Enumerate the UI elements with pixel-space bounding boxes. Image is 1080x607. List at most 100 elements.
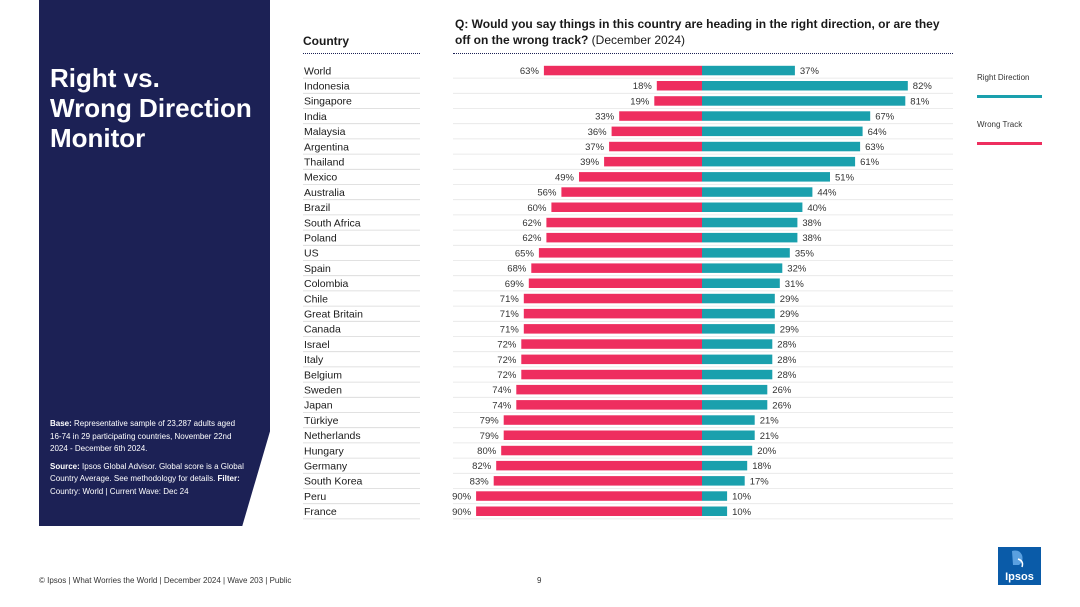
wrong-track-value-italy: 72% [497,355,517,366]
wrong-track-bar-japan [516,400,702,410]
right-direction-value-poland: 38% [802,233,822,244]
right-direction-value-japan: 26% [772,400,792,411]
right-direction-value-south-korea: 17% [750,476,770,487]
right-direction-bar-chile [702,293,775,304]
wrong-track-bar-france [476,506,702,516]
wrong-track-value-japan: 74% [492,400,512,411]
country-label-argentina: Argentina [304,141,349,153]
wrong-track-value-sweden: 74% [492,385,512,396]
legend-right-label: Right Direction [977,73,1030,82]
wrong-track-value-netherlands: 79% [480,431,500,442]
right-direction-value-belgium: 28% [777,370,797,381]
right-direction-value-france: 10% [732,507,752,518]
right-direction-value-hungary: 20% [757,446,777,457]
wrong-track-value-hungary: 80% [477,446,497,457]
right-direction-value-south-africa: 38% [802,218,822,229]
wrong-track-value-peru: 90% [452,492,472,503]
right-direction-bar-great-britain [702,308,775,319]
country-column-header: Country [303,34,349,48]
page-title: Right vs. Wrong Direction Monitor [50,63,252,153]
wrong-track-value-india: 33% [595,112,615,123]
wrong-track-bar-thailand [604,156,702,167]
wrong-track-value-chile: 71% [500,294,520,305]
methodology-notes: Base: Representative sample of 23,287 ad… [50,418,245,503]
right-direction-bar-italy [702,354,773,365]
country-label-colombia: Colombia [304,278,349,290]
country-label-world: World [304,65,331,77]
right-direction-bar-brazil [702,202,803,212]
ipsos-logo-text: Ipsos [1005,571,1034,583]
right-direction-bar-t-rkiye [702,415,755,425]
right-direction-value-spain: 32% [787,264,807,275]
source-text: Ipsos Global Advisor. Global score is a … [50,461,244,484]
right-direction-bar-hungary [702,445,753,456]
right-direction-bar-france [702,506,728,516]
right-direction-bar-canada [702,324,775,334]
right-direction-bar-israel [702,339,773,349]
wrong-track-bar-israel [521,339,702,349]
wrong-track-bar-mexico [579,172,702,182]
wrong-track-value-belgium: 72% [497,370,517,381]
wrong-track-value-us: 65% [515,248,535,259]
country-label-france: France [304,506,337,518]
wrong-track-bar-brazil [551,202,702,212]
right-direction-bar-belgium [702,369,773,380]
country-label-brazil: Brazil [304,202,330,214]
filter-text: Country: World | Current Wave: Dec 24 [50,486,189,496]
country-label-us: US [304,248,319,260]
wrong-track-value-great-britain: 71% [500,309,520,320]
right-direction-value-israel: 28% [777,340,797,351]
wrong-track-bar-peru [476,491,702,501]
country-label-malaysia: Malaysia [304,126,346,138]
wrong-track-bar-us [538,248,702,258]
wrong-track-bar-t-rkiye [503,415,702,425]
right-direction-bar-world [702,65,795,76]
wrong-track-bar-south-korea [493,476,702,486]
right-direction-value-us: 35% [795,248,815,259]
right-direction-value-thailand: 61% [860,157,880,168]
filter-label: Filter: [217,474,240,483]
wrong-track-bar-hungary [501,445,702,456]
source-label: Source: [50,461,80,471]
right-direction-bar-malaysia [702,126,863,137]
right-direction-value-peru: 10% [732,492,752,503]
wrong-track-value-colombia: 69% [505,279,525,290]
country-label-poland: Poland [304,233,337,245]
wrong-track-value-mexico: 49% [555,172,575,183]
wrong-track-bar-singapore [654,96,702,106]
country-label-sweden: Sweden [304,385,342,397]
country-label-indonesia: Indonesia [304,81,350,93]
country-label-spain: Spain [304,263,331,275]
question-date: (December 2024) [588,33,686,47]
wrong-track-bar-italy [521,354,702,365]
right-direction-bar-poland [702,232,798,243]
country-label-belgium: Belgium [304,369,342,381]
chart-question: Q: Would you say things in this country … [455,16,955,48]
question-divider [453,53,953,54]
legend-wrong-swatch [977,142,1042,145]
wrong-track-bar-india [619,111,702,121]
country-label-t-rkiye: Türkiye [304,415,339,427]
right-direction-value-singapore: 81% [910,96,930,107]
right-direction-bar-sweden [702,384,768,395]
right-direction-bar-mexico [702,172,830,182]
base-label: Base: [50,419,72,428]
right-direction-value-sweden: 26% [772,385,792,396]
wrong-track-bar-colombia [528,278,702,288]
wrong-track-bar-netherlands [503,430,702,440]
right-direction-value-argentina: 63% [865,142,885,153]
wrong-track-bar-germany [496,460,702,471]
country-label-australia: Australia [304,187,345,199]
country-label-italy: Italy [304,354,324,366]
wrong-track-value-israel: 72% [497,340,517,351]
wrong-track-bar-world [543,65,702,76]
right-direction-bar-south-korea [702,476,745,486]
right-direction-bar-singapore [702,96,906,106]
right-direction-bar-peru [702,491,728,501]
wrong-track-bar-australia [561,187,702,197]
right-direction-bar-argentina [702,141,861,152]
country-label-great-britain: Great Britain [304,309,363,321]
country-label-mexico: Mexico [304,172,337,184]
right-direction-bar-spain [702,263,783,273]
right-direction-value-india: 67% [875,112,895,123]
